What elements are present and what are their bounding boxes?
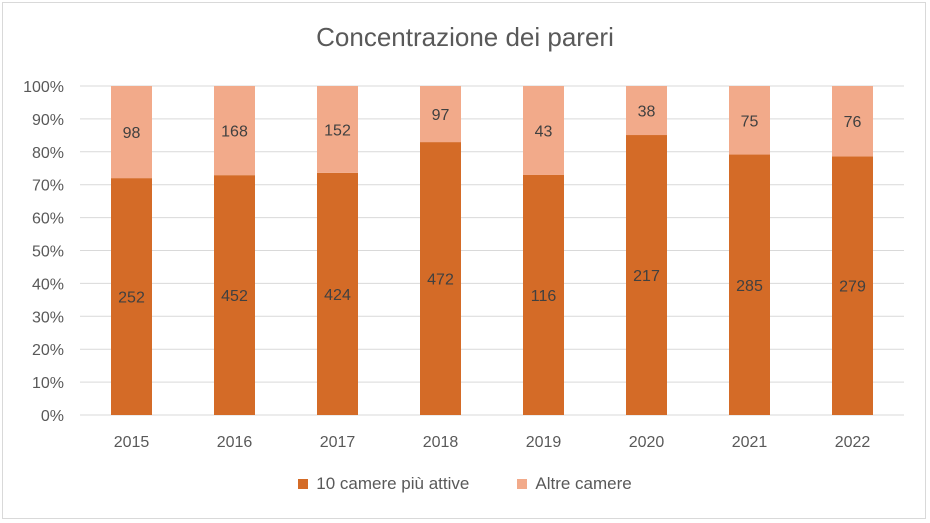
data-label: 217 [633, 268, 660, 285]
data-label: 424 [324, 287, 351, 304]
y-tick-label: 10% [32, 375, 64, 392]
y-tick-label: 90% [32, 112, 64, 129]
bar-2020-series-0 [626, 135, 667, 415]
x-tick-label: 2022 [835, 434, 871, 451]
bar-2018-series-1 [420, 86, 461, 143]
chart-legend: 10 camere più attive Altre camere [0, 474, 930, 494]
bar-2021-series-0 [729, 154, 770, 415]
y-tick-label: 20% [32, 342, 64, 359]
x-tick-label: 2016 [217, 434, 253, 451]
data-label: 76 [844, 114, 862, 131]
bar-2022-series-1 [832, 86, 873, 157]
x-tick-label: 2017 [320, 434, 356, 451]
bar-2020-series-1 [626, 86, 667, 136]
data-label: 252 [118, 290, 145, 307]
data-label: 452 [221, 288, 248, 305]
y-tick-label: 80% [32, 145, 64, 162]
bar-2022-series-0 [832, 156, 873, 415]
y-tick-label: 30% [32, 309, 64, 326]
data-label: 38 [638, 104, 656, 121]
data-label: 98 [123, 125, 141, 142]
legend-label-other-chambers: Altre camere [535, 474, 632, 493]
data-label: 168 [221, 124, 248, 141]
data-label: 75 [741, 113, 759, 130]
x-tick-label: 2015 [114, 434, 150, 451]
y-tick-label: 70% [32, 178, 64, 195]
bar-2017-series-0 [317, 172, 358, 415]
y-tick-label: 100% [23, 79, 64, 96]
y-tick-label: 60% [32, 211, 64, 228]
x-tick-label: 2021 [732, 434, 768, 451]
bar-2019-series-0 [523, 174, 564, 415]
bar-2016-series-0 [214, 175, 255, 415]
data-label: 152 [324, 122, 351, 139]
legend-item-other-chambers: Altre camere [517, 474, 632, 494]
y-tick-label: 40% [32, 276, 64, 293]
x-tick-label: 2018 [423, 434, 459, 451]
bar-2015-series-0 [111, 178, 152, 415]
data-label: 97 [432, 107, 450, 124]
data-label: 279 [839, 279, 866, 296]
bar-2021-series-1 [729, 86, 770, 155]
x-tick-label: 2019 [526, 434, 562, 451]
bar-2019-series-1 [523, 86, 564, 175]
data-label: 472 [427, 272, 454, 289]
data-label: 116 [531, 288, 557, 305]
x-tick-label: 2020 [629, 434, 665, 451]
chart-title: Concentrazione dei pareri [316, 22, 614, 52]
bar-2016-series-1 [214, 86, 255, 176]
legend-swatch-top-chambers [298, 479, 309, 489]
y-tick-label: 0% [41, 408, 64, 425]
legend-swatch-other-chambers [517, 479, 528, 489]
legend-item-top-chambers: 10 camere più attive [298, 474, 469, 494]
data-label: 285 [736, 278, 763, 295]
bar-2018-series-0 [420, 142, 461, 415]
bar-2017-series-1 [317, 86, 358, 173]
y-tick-label: 50% [32, 244, 64, 261]
bar-2015-series-1 [111, 86, 152, 179]
legend-label-top-chambers: 10 camere più attive [316, 474, 470, 493]
data-label: 43 [535, 123, 553, 140]
